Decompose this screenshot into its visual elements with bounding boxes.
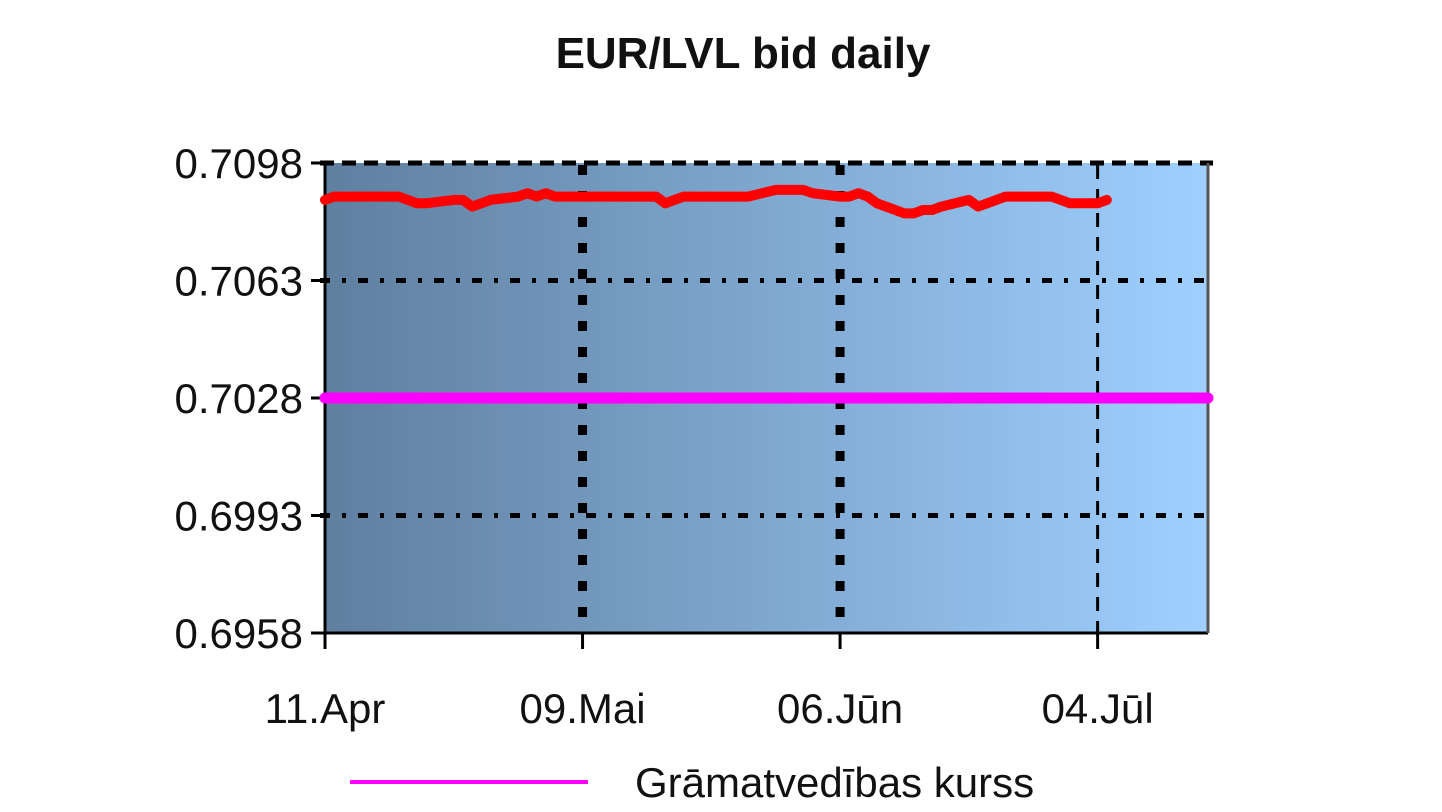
y-tick-labels: 0.7098 0.7063 0.7028 0.6993 0.6958 bbox=[175, 140, 303, 657]
x-tick-label: 09.Mai bbox=[520, 685, 646, 732]
chart-title: EUR/LVL bid daily bbox=[556, 29, 931, 78]
y-tick-label: 0.7028 bbox=[175, 375, 303, 422]
y-tick-label: 0.6993 bbox=[175, 493, 303, 540]
series-line-bid bbox=[320, 184, 1112, 219]
x-tick-label: 06.Jūn bbox=[777, 685, 903, 732]
legend-label: Grāmatvedības kurss bbox=[635, 759, 1034, 806]
legend: Grāmatvedības kurss bbox=[350, 759, 1034, 806]
x-tick-labels: 11.Apr 09.Mai 06.Jūn 04.Jūl bbox=[265, 685, 1154, 732]
y-tick-label: 0.6958 bbox=[175, 610, 303, 657]
x-tick-label: 11.Apr bbox=[265, 685, 386, 732]
series-layer bbox=[319, 184, 1214, 404]
x-tick-label: 04.Jūl bbox=[1042, 685, 1154, 732]
y-tick-label: 0.7098 bbox=[175, 140, 303, 187]
y-tick-label: 0.7063 bbox=[175, 258, 303, 305]
